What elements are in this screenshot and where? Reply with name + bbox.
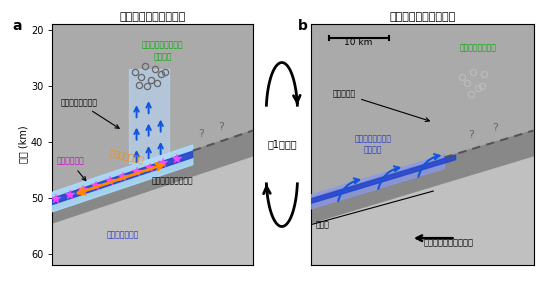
Polygon shape <box>311 131 534 223</box>
Text: 繰り返し地震: 繰り返し地震 <box>56 157 86 181</box>
Text: フィリピン海プレート: フィリピン海プレート <box>424 239 474 247</box>
Y-axis label: 深さ (km): 深さ (km) <box>18 126 28 163</box>
Text: ?: ? <box>493 123 498 133</box>
Text: 水により誘発された
地震活動: 水により誘発された 地震活動 <box>142 41 184 61</box>
Text: 含水化した海洋地殻: 含水化した海洋地殻 <box>152 177 194 186</box>
Text: 地震活動の静穏化: 地震活動の静穏化 <box>459 44 496 53</box>
Polygon shape <box>129 69 169 163</box>
Text: 海洋性地殻からの
水の供給: 海洋性地殻からの 水の供給 <box>355 135 392 155</box>
Text: ?: ? <box>198 129 204 139</box>
Text: 約1年周期: 約1年周期 <box>267 140 296 149</box>
Text: ?: ? <box>468 130 474 140</box>
Polygon shape <box>52 24 253 198</box>
Text: 10 km: 10 km <box>344 38 373 47</box>
Polygon shape <box>311 156 534 265</box>
Polygon shape <box>311 155 455 203</box>
Text: モホ面: モホ面 <box>315 220 329 229</box>
Text: 高い流体圧の水: 高い流体圧の水 <box>106 230 139 239</box>
Polygon shape <box>311 24 534 198</box>
Text: ?: ? <box>218 122 224 132</box>
Polygon shape <box>52 156 253 265</box>
Text: b: b <box>298 19 307 33</box>
Polygon shape <box>52 145 193 212</box>
Polygon shape <box>311 155 444 209</box>
Title: ゆっくりすべり発生時: ゆっくりすべり発生時 <box>119 12 186 22</box>
Text: 減衰の減少: 減衰の減少 <box>333 90 430 122</box>
Text: 地震波減衰の増加: 地震波減衰の増加 <box>60 98 119 128</box>
Title: ゆっくりすべり終了後: ゆっくりすべり終了後 <box>389 12 455 22</box>
Polygon shape <box>52 151 193 204</box>
Text: ゆっくりすべり: ゆっくりすべり <box>108 149 145 165</box>
Text: a: a <box>12 19 21 33</box>
Polygon shape <box>52 131 253 223</box>
